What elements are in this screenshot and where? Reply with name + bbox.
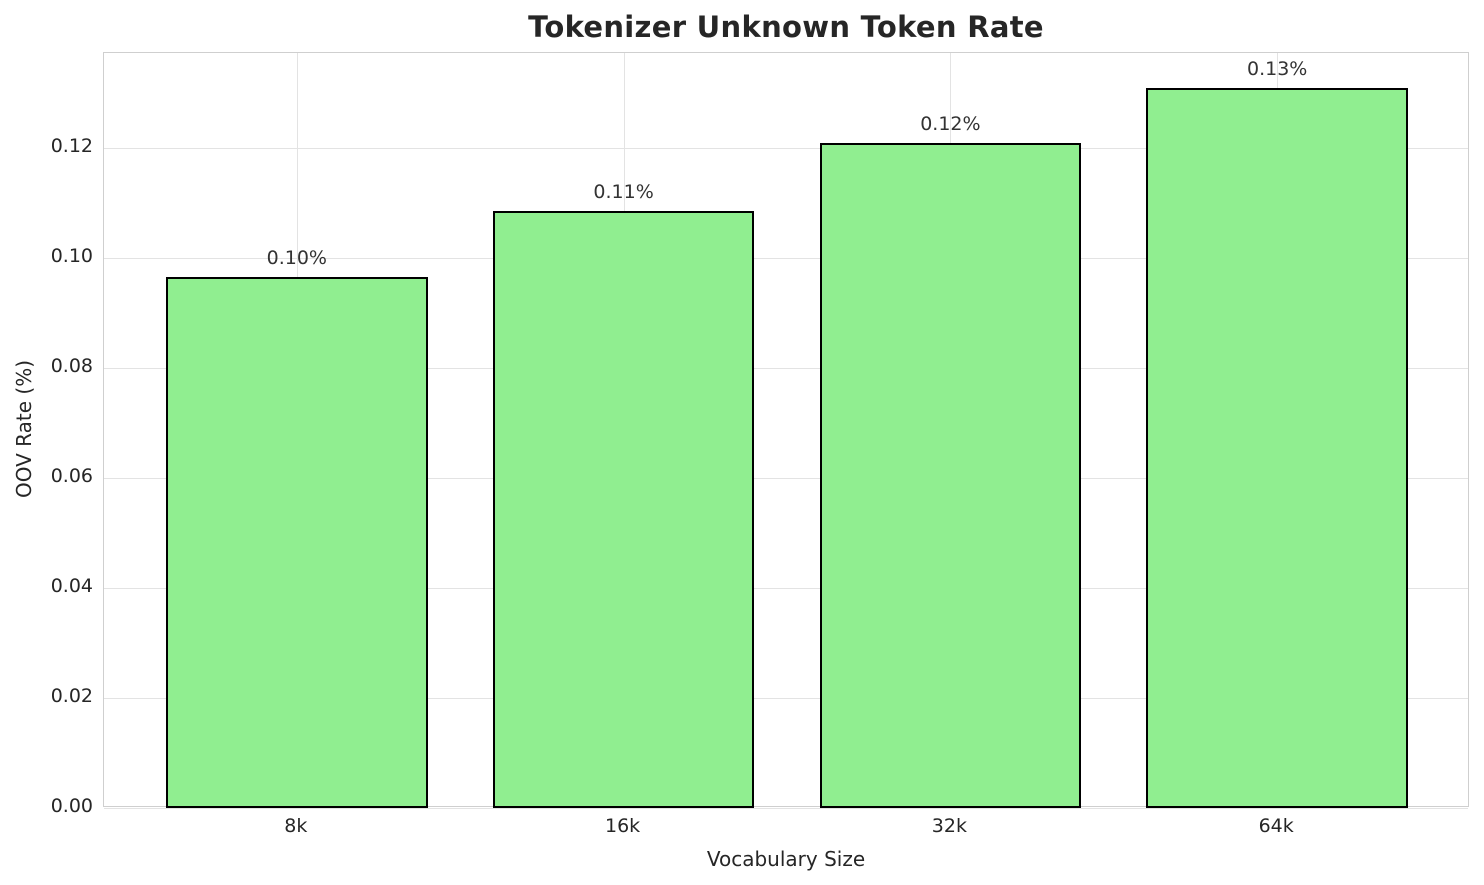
y-tick-label: 0.10 — [50, 245, 93, 268]
bar-16k — [492, 211, 755, 808]
bar-value-label: 0.13% — [1247, 57, 1308, 80]
x-tick-label: 8k — [284, 815, 308, 837]
bar-64k — [1146, 87, 1408, 808]
h-gridline — [104, 368, 1468, 370]
y-tick-label: 0.02 — [50, 685, 93, 708]
x-tick-label: 64k — [1258, 815, 1294, 837]
bar-value-label: 0.12% — [920, 112, 981, 135]
y-axis-label: OOV Rate (%) — [12, 360, 36, 498]
chart-title: Tokenizer Unknown Token Rate — [528, 10, 1044, 44]
bar-32k — [819, 142, 1082, 808]
x-tick-label: 32k — [931, 815, 967, 837]
y-tick-label: 0.08 — [50, 355, 93, 378]
h-gridline — [104, 698, 1468, 700]
y-tick-label: 0.12 — [50, 135, 93, 158]
h-gridline — [104, 478, 1468, 480]
h-gridline — [104, 258, 1468, 260]
y-tick-label: 0.04 — [50, 575, 93, 598]
x-axis-label: Vocabulary Size — [706, 847, 866, 871]
y-tick-label: 0.06 — [50, 465, 93, 488]
bar-8k — [166, 277, 428, 808]
x-tick-label: 16k — [605, 815, 641, 837]
h-gridline — [104, 588, 1468, 590]
bar-value-label: 0.10% — [266, 247, 327, 270]
h-gridline — [104, 808, 1468, 809]
plot-area: 0.10% 0.11% 0.12% 0.13% — [103, 52, 1469, 809]
h-gridline — [104, 148, 1468, 150]
y-tick-label: 0.00 — [50, 795, 93, 817]
bar-value-label: 0.11% — [593, 181, 654, 204]
